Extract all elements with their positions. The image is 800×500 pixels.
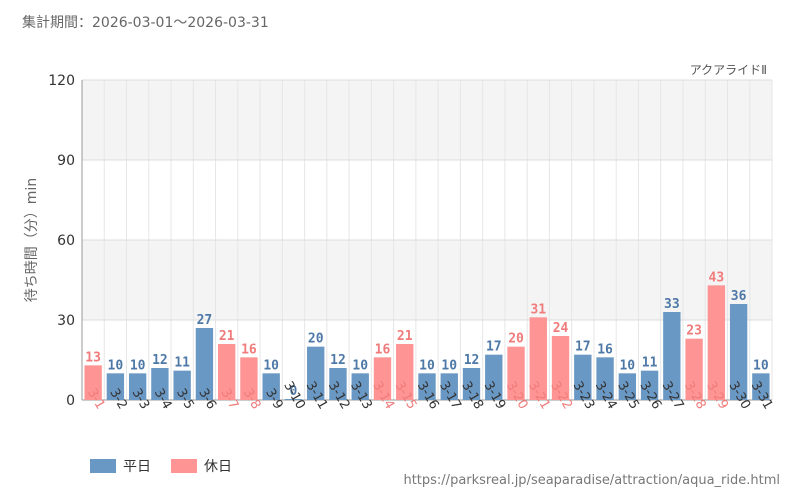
- legend-label-holiday: 休日: [204, 459, 232, 475]
- bar-3-31: [752, 373, 770, 400]
- bar-3-24: [596, 357, 614, 400]
- collection-period: 集計期間：2026-03-01～2026-03-31: [22, 15, 269, 31]
- y-axis-label: 待ち時間（分）min: [24, 178, 40, 302]
- bar-3-10: [284, 399, 303, 400]
- chart-legend: 平日 休日: [90, 456, 232, 476]
- legend-swatch-weekday: [90, 459, 116, 473]
- bar-3-12: [329, 368, 347, 400]
- bar-3-14: [373, 357, 392, 400]
- bar-value-label: 10: [263, 358, 279, 373]
- bar-value-label: 21: [397, 329, 413, 344]
- bar-value-label: 12: [330, 353, 346, 368]
- bar-3-16: [418, 373, 436, 400]
- bar-value-label: 0: [290, 384, 298, 399]
- y-tick-label: 120: [48, 73, 75, 89]
- bar-value-label: 12: [464, 353, 480, 368]
- bar-3-11: [307, 346, 325, 400]
- plot-band: [82, 240, 772, 320]
- bar-3-3: [128, 373, 147, 400]
- legend-item-holiday: 休日: [171, 456, 232, 476]
- bar-3-23: [574, 354, 592, 400]
- bar-value-label: 10: [130, 358, 146, 373]
- bar-value-label: 16: [375, 342, 391, 357]
- bar-3-1: [84, 365, 102, 400]
- bar-3-21: [529, 317, 547, 400]
- bar-3-20: [507, 346, 525, 400]
- bar-value-label: 21: [219, 329, 235, 344]
- bar-3-26: [640, 370, 659, 400]
- bar-value-label: 36: [731, 289, 747, 304]
- bar-3-29: [707, 285, 726, 400]
- bar-value-label: 33: [664, 297, 680, 312]
- bar-value-label: 10: [352, 358, 368, 373]
- bar-3-5: [173, 370, 191, 400]
- bar-value-label: 31: [530, 302, 546, 317]
- bar-3-30: [729, 304, 748, 400]
- bar-value-label: 10: [441, 358, 457, 373]
- bar-value-label: 10: [619, 358, 635, 373]
- bar-value-label: 12: [152, 353, 168, 368]
- bar-3-4: [151, 368, 169, 400]
- legend-swatch-holiday: [171, 459, 197, 473]
- bar-3-18: [462, 368, 481, 400]
- legend-item-weekday: 平日: [90, 456, 151, 476]
- bar-3-2: [106, 373, 125, 400]
- bar-value-label: 16: [241, 342, 257, 357]
- bar-value-label: 17: [486, 340, 502, 355]
- bar-value-label: 16: [597, 342, 613, 357]
- bar-value-label: 27: [197, 313, 213, 328]
- plot-band: [82, 160, 772, 240]
- bar-3-7: [217, 344, 236, 400]
- bar-3-6: [195, 328, 214, 400]
- bar-value-label: 10: [108, 358, 124, 373]
- bar-3-17: [440, 373, 458, 400]
- bar-value-label: 24: [553, 321, 569, 336]
- bar-value-label: 10: [753, 358, 769, 373]
- y-tick-label: 90: [57, 153, 75, 169]
- bar-value-label: 43: [709, 270, 725, 285]
- bar-3-25: [618, 373, 637, 400]
- bar-3-19: [485, 354, 503, 400]
- source-url: https://parksreal.jp/seaparadise/attract…: [403, 473, 780, 488]
- bar-value-label: 10: [419, 358, 435, 373]
- bar-3-22: [551, 336, 570, 400]
- y-tick-label: 0: [66, 393, 75, 409]
- bar-3-28: [685, 338, 703, 400]
- bar-value-label: 17: [575, 340, 591, 355]
- bar-3-8: [240, 357, 258, 400]
- bar-value-label: 13: [85, 350, 101, 365]
- bar-3-15: [396, 344, 414, 400]
- bar-value-label: 23: [686, 324, 702, 339]
- bar-3-27: [663, 312, 681, 400]
- bar-value-label: 11: [642, 356, 658, 371]
- legend-label-weekday: 平日: [123, 459, 151, 475]
- attraction-name: アクアライドⅡ: [689, 63, 767, 77]
- bar-3-13: [351, 373, 369, 400]
- bar-3-9: [262, 373, 280, 400]
- y-tick-label: 60: [57, 233, 75, 249]
- bar-value-label: 20: [308, 332, 324, 347]
- bar-value-label: 20: [508, 332, 524, 347]
- bar-value-label: 11: [174, 356, 190, 371]
- y-tick-label: 30: [57, 313, 75, 329]
- plot-band: [82, 80, 772, 160]
